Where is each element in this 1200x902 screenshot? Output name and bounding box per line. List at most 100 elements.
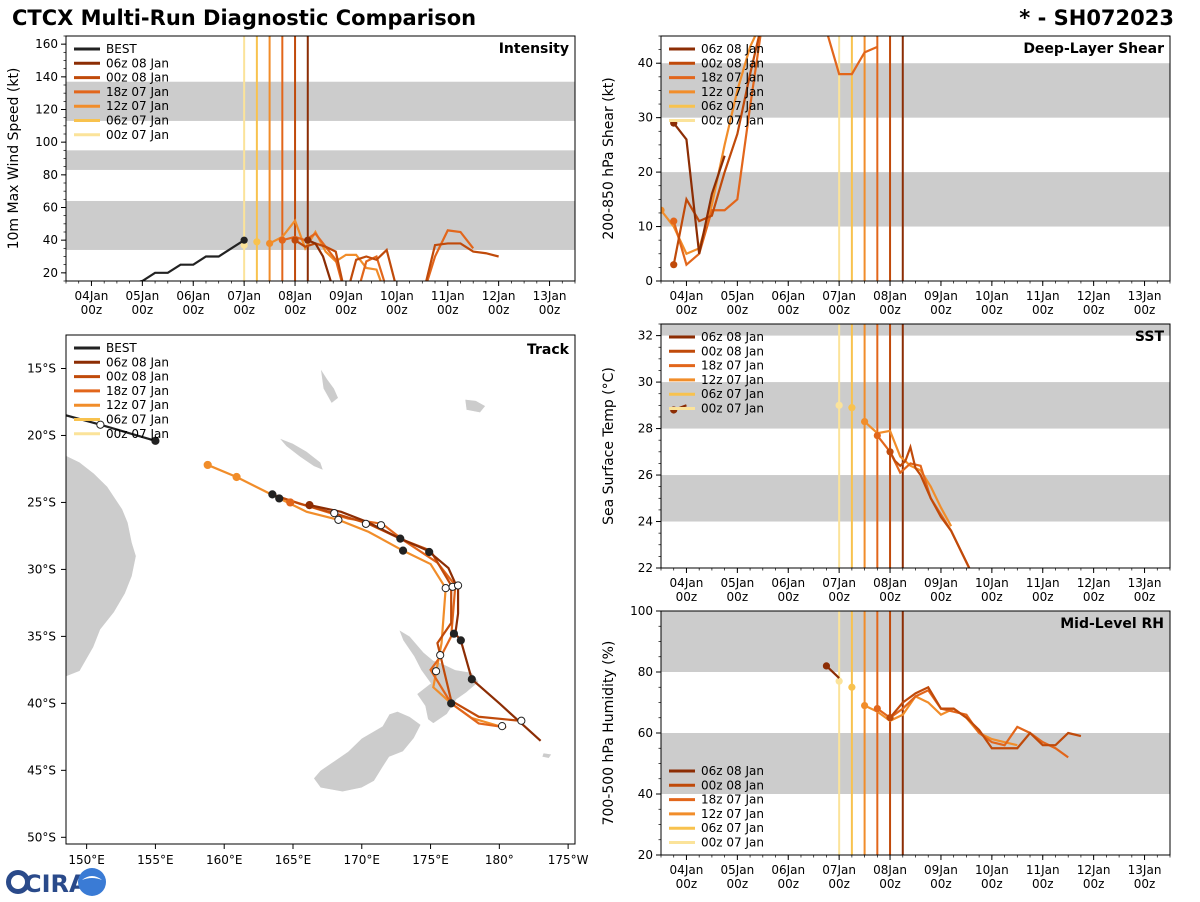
sst-band-2 [661, 324, 1170, 336]
sst-xtick-label: 00z [1032, 590, 1054, 604]
track-ytick-label: 15°S [27, 361, 56, 375]
shear-xtick-label: 00z [676, 303, 698, 317]
sst-band-1 [661, 382, 1170, 429]
shear-xtick-label: 00z [879, 303, 901, 317]
track-ytick-label: 45°S [27, 763, 56, 777]
intensity-ytick-label: 40 [43, 233, 58, 247]
shear-series-start-marker [670, 217, 678, 225]
shear-xtick-label: 11Jan [1026, 289, 1060, 303]
intensity-series-line [307, 239, 332, 281]
intensity-xtick-label: 00z [437, 303, 459, 317]
track-marker [425, 547, 434, 557]
shear-plot-area [632, 36, 1170, 281]
intensity-xtick-label: 00z [386, 303, 408, 317]
rh-xtick-label: 08Jan [873, 863, 907, 877]
track-marker [441, 584, 450, 593]
track-ytick-label: 35°S [27, 629, 56, 643]
track-marker [305, 501, 314, 510]
intensity-series-start-marker [266, 239, 274, 248]
rh-series-line [889, 685, 1082, 750]
intensity-xtick-label: 09Jan [329, 289, 363, 303]
sst-ytick-label: 30 [638, 375, 653, 389]
intensity-series-start-marker [253, 238, 261, 246]
shear-ytick-label: 20 [638, 165, 653, 179]
rh-series-start-marker [873, 705, 881, 713]
track-xtick-label: 150°E [68, 853, 105, 867]
track-marker [396, 534, 405, 543]
track-marker [467, 675, 476, 684]
sst-legend-label: 12z 07 Jan [701, 373, 764, 387]
intensity-xtick-label: 00z [488, 303, 510, 317]
intensity-title: Intensity [499, 41, 569, 57]
track-marker [151, 436, 160, 445]
track-ytick-label: 40°S [27, 696, 56, 710]
intensity-legend-label: 06z 07 Jan [106, 114, 169, 128]
rh-xtick-label: 00z [777, 877, 799, 891]
sst-series-start-marker [861, 418, 869, 426]
intensity-xtick-label: 00z [284, 303, 306, 317]
shear-ylabel: 200-850 hPa Shear (kt) [601, 77, 617, 239]
rh-legend-label: 00z 07 Jan [701, 836, 764, 850]
intensity-ylabel: 10m Max Wind Speed (kt) [6, 68, 22, 250]
intensity-xtick-label: 04Jan [75, 289, 109, 303]
shear-series-start-marker [661, 206, 665, 214]
intensity-xtick-label: 00z [182, 303, 204, 317]
rh-plot-area [661, 611, 1170, 855]
rh-xtick-label: 00z [1134, 877, 1156, 891]
shear-series-line [672, 36, 761, 265]
rh-series-start-marker [848, 683, 856, 691]
intensity-ytick-label: 20 [43, 266, 58, 280]
sst-legend-label: 00z 08 Jan [701, 344, 764, 358]
sst-legend-label: 00z 07 Jan [701, 402, 764, 416]
intensity-xtick-label: 06Jan [176, 289, 210, 303]
track-marker [275, 494, 284, 503]
shear-legend-label: 00z 08 Jan [701, 56, 764, 70]
shear-ytick-label: 10 [638, 220, 653, 234]
track-marker [431, 667, 441, 676]
rh-ytick-label: 60 [638, 726, 653, 740]
sst-series-start-marker [886, 448, 894, 456]
track-xtick-label: 165°E [275, 853, 312, 867]
intensity-series-start-marker [291, 236, 299, 244]
land-nz-south [313, 711, 422, 793]
rh-series-start-marker [861, 701, 869, 710]
track-xtick-label: 155°E [137, 853, 174, 867]
rh-xtick-label: 12Jan [1077, 863, 1111, 877]
rh-xtick-label: 00z [676, 877, 698, 891]
shear-series-line [672, 122, 726, 255]
rh-xtick-label: 13Jan [1128, 863, 1162, 877]
land-fiji [464, 398, 487, 414]
intensity-ytick-label: 100 [35, 135, 58, 149]
shear-legend-label: 06z 08 Jan [701, 42, 764, 56]
cira-logo-graphic: CIRA [6, 868, 106, 898]
intensity-series-line [269, 218, 382, 281]
shear-series-start-marker [632, 141, 639, 148]
rh-xtick-label: 00z [981, 877, 1003, 891]
sst-legend-label: 18z 07 Jan [701, 359, 764, 373]
sst-ylabel: Sea Surface Temp (°C) [601, 367, 617, 525]
rh-legend-label: 12z 07 Jan [701, 807, 764, 821]
rh-series-start-marker [886, 714, 894, 722]
sst-ytick-label: 24 [638, 515, 653, 529]
shear-ytick-label: 0 [645, 274, 653, 288]
sst-xtick-label: 12Jan [1077, 576, 1111, 590]
shear-xtick-label: 00z [1134, 303, 1156, 317]
rh-band-0 [661, 733, 1170, 794]
intensity-xtick-label: 10Jan [380, 289, 414, 303]
sst-xtick-label: 06Jan [771, 576, 805, 590]
rh-xtick-label: 11Jan [1026, 863, 1060, 877]
sst-xtick-label: 07Jan [822, 576, 856, 590]
shear-legend-label: 06z 07 Jan [701, 99, 764, 113]
track-marker [449, 629, 459, 638]
shear-ytick-label: 30 [638, 111, 653, 125]
track-marker [453, 581, 463, 590]
rh-band-1 [661, 611, 1170, 672]
sst-band-0 [661, 475, 1170, 522]
intensity-best-marker [240, 236, 248, 244]
rh-series-start-marker [822, 662, 831, 670]
rh-xtick-label: 00z [727, 877, 749, 891]
rh-xtick-label: 09Jan [924, 863, 958, 877]
intensity-legend-label: 06z 08 Jan [106, 56, 169, 70]
